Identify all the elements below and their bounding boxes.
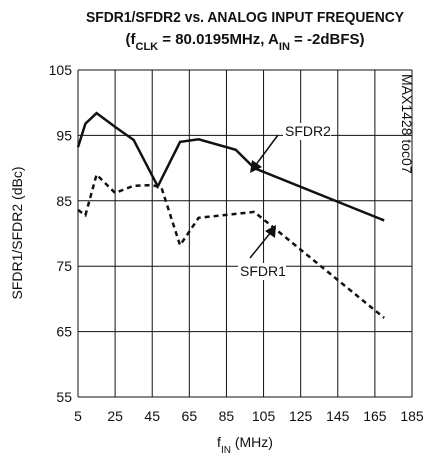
- x-tick-label: 165: [363, 408, 387, 424]
- x-tick-label: 145: [326, 408, 350, 424]
- arrow: [249, 231, 272, 259]
- x-tick-label: 65: [182, 408, 198, 424]
- subtitle-part: = 80.0195MHz, A: [158, 31, 279, 48]
- series-label: SFDR2: [285, 123, 331, 139]
- x-tick-label: 85: [219, 408, 235, 424]
- subtitle-part: = -2dBFS): [290, 31, 365, 48]
- series-label: SFDR1: [240, 263, 286, 279]
- subtitle-sub: IN: [279, 41, 290, 53]
- x-axis-label: fIN (MHz): [217, 434, 273, 456]
- x-label-sub: IN: [221, 445, 231, 456]
- chart-subtitle: (fCLK = 80.0195MHz, AIN = -2dBFS): [126, 31, 365, 53]
- arrowhead: [250, 160, 262, 173]
- y-tick-label: 55: [56, 389, 72, 405]
- x-tick-label: 25: [107, 408, 123, 424]
- x-tick-label: 105: [252, 408, 276, 424]
- y-tick-label: 75: [56, 258, 72, 274]
- y-tick-label: 65: [56, 324, 72, 340]
- x-tick-label: 185: [400, 408, 424, 424]
- subtitle-part: (f: [126, 31, 137, 48]
- x-label-part: (MHz): [231, 434, 273, 450]
- label-bg: [283, 123, 331, 140]
- chart-title: SFDR1/SFDR2 vs. ANALOG INPUT FREQUENCY: [86, 9, 404, 26]
- x-tick-label: 5: [74, 408, 82, 424]
- y-tick-label: 85: [56, 193, 72, 209]
- series-line: [77, 172, 385, 319]
- arrow: [254, 134, 279, 167]
- x-label-part: f: [217, 434, 221, 450]
- side-note: MAX1428 toc07: [399, 74, 415, 174]
- subtitle-sub: CLK: [136, 41, 159, 53]
- x-tick-label: 45: [144, 408, 160, 424]
- y-tick-label: 95: [56, 127, 72, 143]
- y-tick-label: 105: [49, 62, 73, 78]
- label-bg: [238, 263, 286, 280]
- y-axis-label: SFDR1/SFDR2 (dBc): [9, 166, 25, 299]
- x-tick-label: 125: [289, 408, 313, 424]
